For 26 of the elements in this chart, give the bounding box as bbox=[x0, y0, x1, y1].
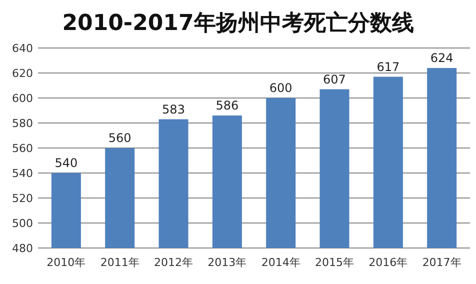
chart-title: 2010-2017年扬州中考死亡分数线 bbox=[62, 10, 414, 36]
x-tick-label: 2016年 bbox=[368, 256, 408, 269]
y-tick-label: 640 bbox=[12, 42, 33, 55]
y-tick-label: 480 bbox=[12, 242, 33, 255]
data-label: 540 bbox=[54, 156, 78, 170]
y-tick-label: 520 bbox=[12, 192, 33, 205]
data-label: 583 bbox=[162, 102, 185, 116]
y-tick-label: 580 bbox=[12, 116, 33, 130]
y-tick-label: 500 bbox=[12, 216, 33, 230]
x-tick-label: 2013年 bbox=[208, 256, 247, 269]
x-tick-label: 2011年 bbox=[100, 256, 140, 269]
data-label: 617 bbox=[376, 60, 400, 74]
data-label: 607 bbox=[323, 72, 346, 86]
x-tick-label: 2015年 bbox=[314, 256, 354, 269]
data-label: 624 bbox=[430, 51, 454, 65]
x-tick-label: 2012年 bbox=[154, 256, 194, 269]
data-label: 560 bbox=[108, 131, 132, 145]
y-tick-label: 620 bbox=[12, 66, 33, 80]
data-label: 586 bbox=[216, 98, 239, 112]
x-tick-label: 2017年 bbox=[422, 256, 462, 269]
y-tick-label: 600 bbox=[12, 92, 33, 105]
x-tick-label: 2010年 bbox=[46, 256, 86, 269]
y-tick-label: 560 bbox=[12, 142, 33, 155]
x-tick-label: 2014年 bbox=[261, 256, 300, 269]
y-tick-label: 540 bbox=[12, 166, 33, 180]
data-label: 600 bbox=[269, 81, 292, 95]
